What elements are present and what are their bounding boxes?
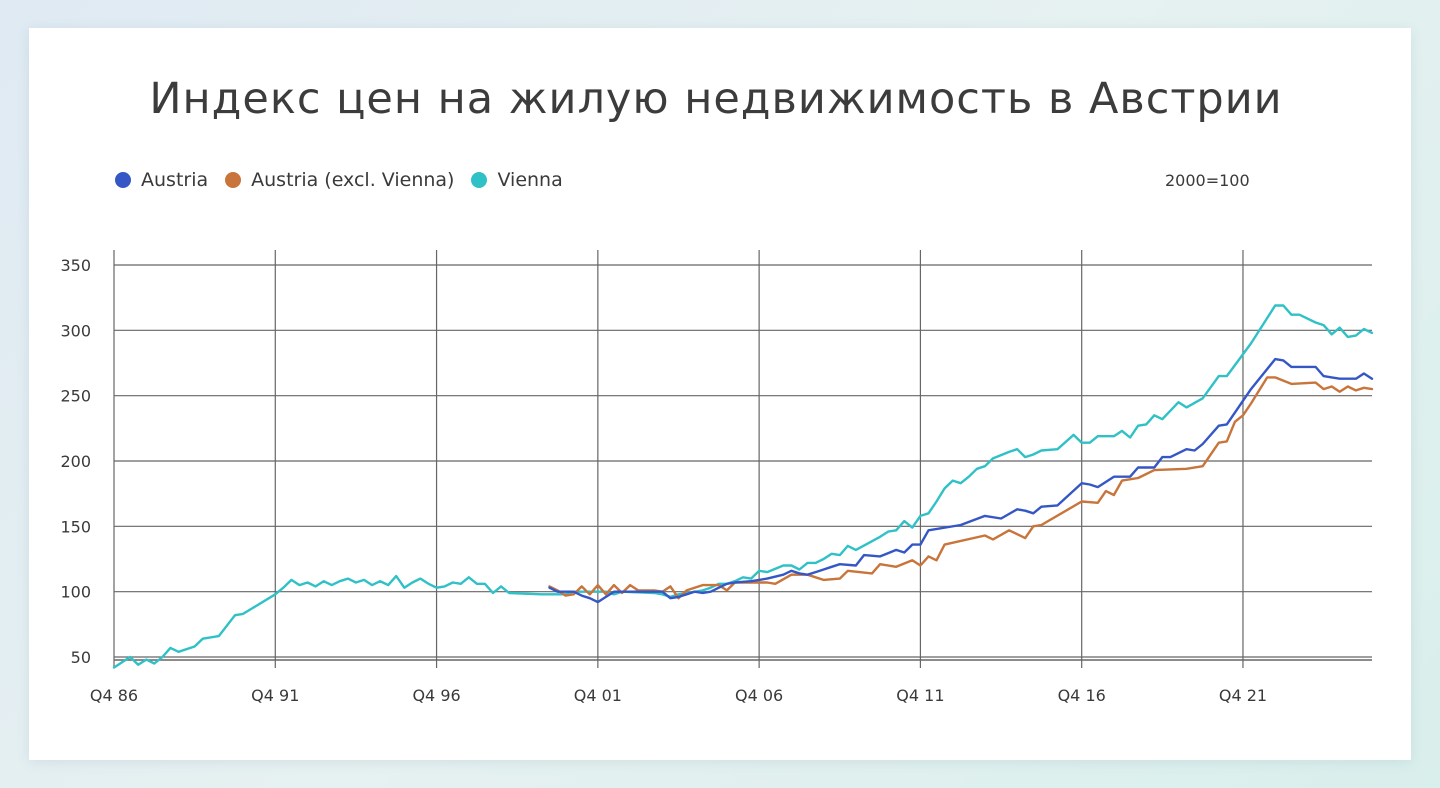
y-tick-label-100: 100	[60, 583, 91, 602]
index-base-note: 2000=100	[1165, 171, 1250, 190]
legend-label-vienna: Vienna	[497, 169, 563, 191]
legend-label-austria-excl-vienna: Austria (excl. Vienna)	[251, 169, 455, 191]
legend-item-austria-excl-vienna[interactable]: Austria (excl. Vienna)	[225, 169, 454, 191]
x-tick-label-6: Q4 16	[1058, 686, 1106, 705]
x-tick-label-5: Q4 11	[896, 686, 944, 705]
series-line-austria	[548, 357, 1374, 604]
x-tick-label-4: Q4 06	[735, 686, 783, 705]
x-tick-label-3: Q4 01	[574, 686, 622, 705]
x-tick-label-7: Q4 21	[1219, 686, 1267, 705]
legend-item-vienna[interactable]: Vienna	[471, 169, 563, 191]
chart-card	[29, 28, 1411, 760]
y-tick-label-50: 50	[71, 648, 91, 667]
y-tick-label-150: 150	[60, 517, 91, 536]
legend-dot-austria-excl-vienna	[225, 172, 242, 188]
y-tick-label-300: 300	[60, 321, 91, 340]
series-line-vienna	[112, 304, 1374, 669]
series-line-austria-excl-vienna	[548, 376, 1374, 600]
x-tick-label-2: Q4 96	[412, 686, 460, 705]
legend-dot-vienna	[471, 172, 488, 188]
chart-title: Индекс цен на жилую недвижимость в Австр…	[149, 74, 1283, 124]
legend-item-austria[interactable]: Austria	[115, 169, 208, 191]
y-tick-label-350: 350	[60, 256, 91, 275]
legend-dot-austria	[115, 172, 131, 188]
legend-label-austria: Austria	[141, 169, 209, 191]
x-tick-label-1: Q4 91	[251, 686, 299, 705]
chart-legend: Austria Austria (excl. Vienna) Vienna	[115, 168, 580, 192]
x-tick-label-0: Q4 86	[90, 686, 138, 705]
y-tick-label-250: 250	[60, 387, 91, 406]
y-tick-label-200: 200	[60, 452, 91, 471]
